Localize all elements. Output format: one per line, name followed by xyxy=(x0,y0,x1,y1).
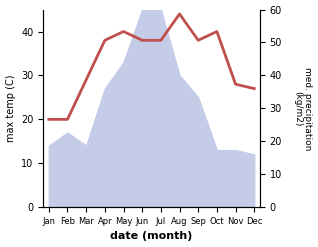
Y-axis label: med. precipitation
(kg/m2): med. precipitation (kg/m2) xyxy=(293,67,313,150)
X-axis label: date (month): date (month) xyxy=(110,231,193,242)
Y-axis label: max temp (C): max temp (C) xyxy=(5,75,16,142)
